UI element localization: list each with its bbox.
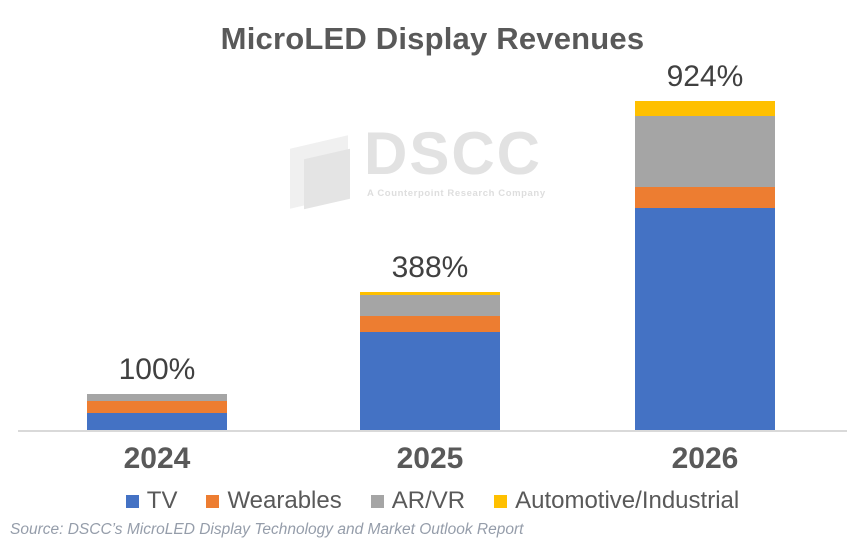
legend-swatch-wearables: [206, 494, 220, 508]
legend-item-wearables: Wearables: [206, 487, 342, 515]
bar-2025-segment-tv: [360, 331, 500, 430]
bar-2024: [87, 394, 227, 430]
plot-area: 100% 388% 924%: [18, 60, 847, 432]
legend-swatch-ar-vr: [370, 494, 384, 508]
legend-label-wearables: Wearables: [227, 487, 342, 514]
bar-2025: [360, 291, 500, 430]
chart-title: MicroLED Display Revenues: [220, 21, 645, 56]
bar-2026-segment-tv: [635, 207, 775, 430]
bar-2026-segment-wearables: [635, 187, 775, 208]
total-label-2024: 100%: [118, 353, 196, 387]
bar-2025-segment-ar-vr: [360, 295, 500, 316]
x-axis-label-2026: 2026: [671, 442, 739, 475]
bar-2024-segment-ar-vr: [87, 394, 227, 402]
legend-label-tv: TV: [146, 487, 178, 514]
legend-swatch-tv: [125, 494, 139, 508]
legend-item-automotive-industrial: Automotive/Industrial: [494, 487, 739, 515]
bar-2026-segment-ar-vr: [635, 116, 775, 188]
total-label-2026: 924%: [666, 60, 744, 94]
dscc-watermark: DSCC A Counterpoint Research Company: [288, 124, 568, 218]
total-label-2025: 388%: [391, 250, 469, 284]
legend-swatch-automotive-industrial: [494, 494, 508, 508]
legend-label-automotive-industrial: Automotive/Industrial: [515, 487, 740, 514]
bar-2024-segment-tv: [87, 413, 227, 430]
bar-2026-segment-automotive-industrial: [635, 101, 775, 117]
bar-2026: [635, 101, 775, 430]
watermark-brand-text: DSCC: [364, 120, 543, 187]
bar-2024-segment-wearables: [87, 401, 227, 414]
source-note: Source: DSCC’s MicroLED Display Technolo…: [10, 521, 524, 538]
legend-label-ar-vr: AR/VR: [391, 487, 466, 514]
x-axis-label-2025: 2025: [396, 442, 464, 475]
bar-2025-segment-automotive-industrial: [360, 291, 500, 296]
bar-2025-segment-wearables: [360, 315, 500, 332]
watermark-tagline: A Counterpoint Research Company: [367, 188, 546, 199]
legend: TV Wearables AR/VR Automotive/Industrial: [0, 487, 865, 515]
x-axis-label-2024: 2024: [123, 442, 191, 475]
legend-item-ar-vr: AR/VR: [370, 487, 466, 515]
legend-item-tv: TV: [125, 487, 178, 515]
